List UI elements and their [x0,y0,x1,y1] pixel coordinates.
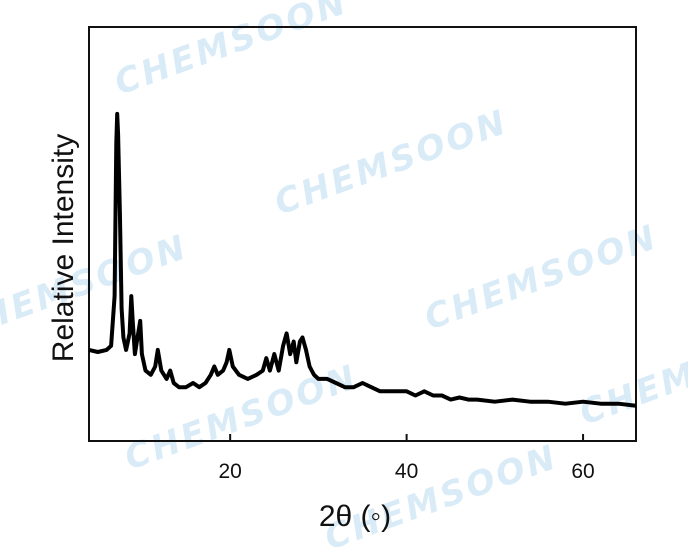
x-tick-label: 60 [571,460,594,483]
watermark-text: CHEMSOON [319,437,563,550]
series-line [88,111,637,408]
watermark-text: CHEMSOON [269,102,513,223]
series-layer [88,111,637,408]
watermark-text: CHEMSOON [419,217,663,338]
plot-frame [88,26,637,442]
x-axis-title: 2θ (◦) [319,500,391,533]
watermark-text: CHEMSOON [574,312,688,433]
watermark-text: CHEMSOON [0,227,194,348]
watermark-text: CHEMSOON [109,0,353,103]
x-tick-label: 20 [218,460,241,483]
y-axis-title: Relative Intensity [47,134,80,362]
x-axis-ticks: 20 40 60 [218,434,595,483]
x-tick-label: 40 [395,460,418,483]
